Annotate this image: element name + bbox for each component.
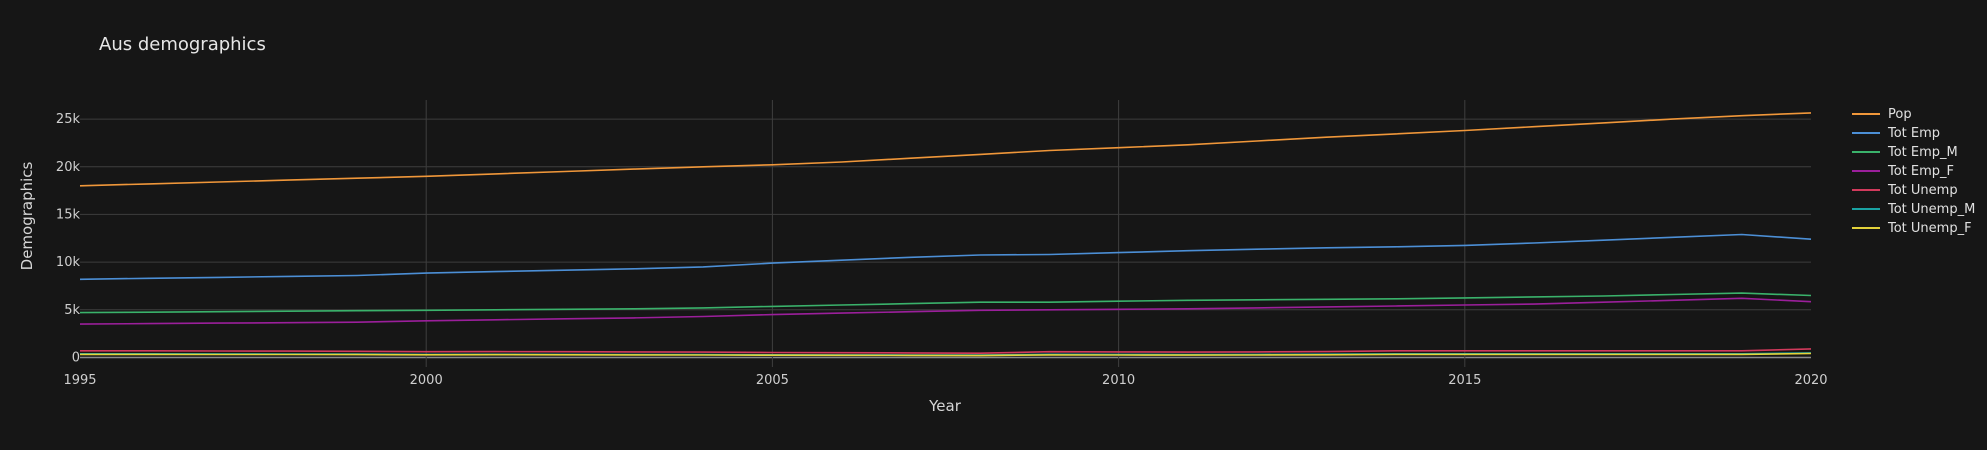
x-tick-label: 2020 [1794,373,1827,388]
y-axis-title: Demographics [18,161,36,270]
chart-title: Aus demographics [99,34,266,55]
legend-item[interactable]: Tot Unemp [1852,183,1958,198]
legend-label: Pop [1888,107,1912,122]
series-line-tot-unemp-f[interactable] [80,352,1812,357]
chart-series [79,112,1812,357]
x-axis-ticks: 1995 2000 2005 2010 2015 2020 [63,373,1827,388]
legend-item[interactable]: Tot Emp_M [1852,145,1958,160]
y-tick-label: 0 [72,350,80,365]
x-tick-label: 2005 [756,373,789,388]
legend-item[interactable]: Tot Unemp_F [1852,221,1972,236]
y-axis-ticks: 0 5k 10k 15k 20k 25k [56,112,81,365]
x-tick-label: 2010 [1102,373,1135,388]
legend-label: Tot Emp [1887,126,1940,141]
y-tick-label: 25k [56,112,81,127]
series-line-tot-emp-f[interactable] [79,297,1812,325]
x-axis-title: Year [928,397,962,415]
chart-legend[interactable]: Pop Tot Emp Tot Emp_M Tot Emp_F Tot Unemp Tot… [1852,107,1975,236]
series-line-tot-emp[interactable] [79,233,1812,281]
y-tick-label: 5k [64,303,80,318]
legend-item[interactable]: Tot Emp_F [1852,164,1954,179]
series-line-pop[interactable] [79,112,1812,187]
legend-label: Tot Unemp_M [1887,202,1975,217]
legend-item[interactable]: Tot Emp [1852,126,1940,141]
series-line-tot-emp-m[interactable] [79,292,1812,314]
series-line-tot-unemp[interactable] [80,348,1812,355]
y-tick-label: 10k [56,255,81,270]
y-tick-label: 20k [56,160,81,175]
x-tick-label: 1995 [63,373,96,388]
legend-label: Tot Unemp [1887,183,1958,198]
y-tick-label: 15k [56,207,81,222]
legend-item[interactable]: Tot Unemp_M [1852,202,1975,217]
chart-grid [80,100,1811,367]
legend-item[interactable]: Pop [1852,107,1912,122]
legend-label: Tot Emp_M [1887,145,1958,160]
x-tick-label: 2000 [410,373,443,388]
x-tick-label: 2015 [1448,373,1481,388]
legend-label: Tot Emp_F [1887,164,1954,179]
legend-label: Tot Unemp_F [1887,221,1972,236]
